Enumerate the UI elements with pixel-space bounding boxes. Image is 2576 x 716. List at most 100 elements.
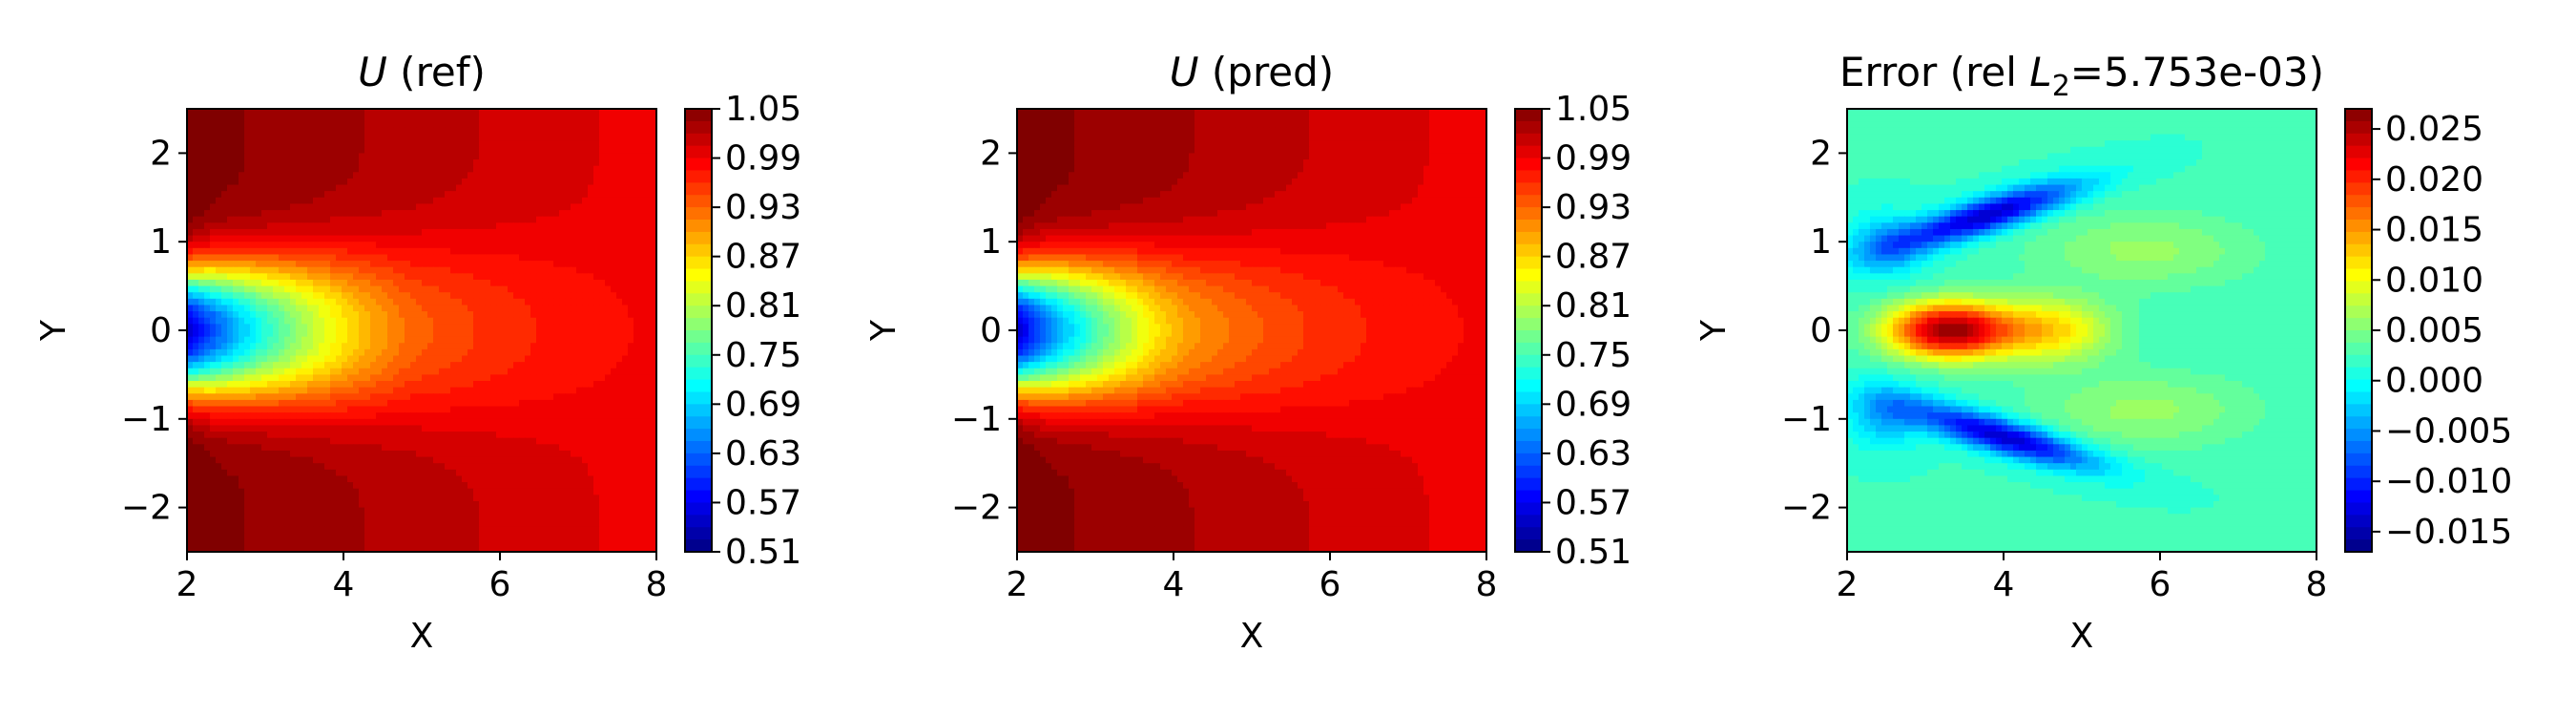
heatmap-cell [530, 247, 537, 256]
heatmap-cell [462, 165, 468, 173]
heatmap-cell [611, 184, 617, 192]
heatmap-cell [611, 437, 617, 445]
heatmap-cell [639, 336, 646, 344]
heatmap-cell [450, 381, 457, 389]
heatmap-cell [433, 482, 440, 490]
heatmap-cell [296, 393, 302, 401]
heatmap-cell [588, 247, 594, 256]
heatmap-cell [565, 261, 571, 268]
heatmap-cell [267, 418, 274, 427]
heatmap-cell [473, 456, 480, 464]
heatmap-cell [227, 210, 234, 218]
heatmap-cell [513, 159, 520, 167]
heatmap-cell [513, 146, 520, 154]
heatmap-cell [244, 488, 251, 495]
heatmap-cell [324, 317, 331, 325]
heatmap-cell [210, 488, 217, 495]
heatmap-cell [319, 393, 325, 401]
heatmap-cell [639, 425, 646, 432]
heatmap-cell [422, 418, 428, 427]
heatmap-cell [634, 210, 640, 218]
heatmap-cell [513, 165, 520, 173]
heatmap-cell [359, 412, 365, 420]
heatmap-cell [502, 330, 509, 338]
heatmap-cell [353, 355, 360, 363]
heatmap-cell [313, 184, 320, 192]
heatmap-cell [439, 475, 446, 483]
heatmap-cell [479, 488, 486, 495]
heatmap-cell [416, 469, 423, 477]
heatmap-cell [410, 242, 417, 249]
heatmap-cell [347, 247, 354, 256]
heatmap-cell [508, 222, 514, 230]
heatmap-cell [559, 482, 566, 490]
heatmap-cell [639, 368, 646, 375]
heatmap-cell [336, 121, 343, 129]
heatmap-cell [548, 425, 554, 432]
heatmap-cell [342, 247, 348, 256]
heatmap-cell [261, 273, 268, 281]
heatmap-cell [301, 235, 308, 242]
heatmap-cell [576, 381, 583, 389]
heatmap-cell [279, 210, 285, 218]
heatmap-cell [576, 247, 583, 256]
heatmap-cell [261, 222, 268, 230]
heatmap-cell [416, 140, 423, 148]
heatmap-cell [387, 266, 394, 274]
heatmap-cell [456, 140, 463, 148]
heatmap-cell [639, 406, 646, 413]
heatmap-cell [284, 412, 291, 420]
heatmap-cell [382, 393, 388, 401]
heatmap-cell [599, 374, 606, 382]
heatmap-cell [342, 261, 348, 268]
heatmap-cell [634, 292, 640, 300]
heatmap-cell [313, 134, 320, 141]
heatmap-cell [193, 235, 199, 242]
heatmap-cell [525, 127, 531, 136]
heatmap-cell [273, 412, 280, 420]
heatmap-cell [427, 153, 434, 160]
heatmap-cell [187, 146, 194, 154]
heatmap-cell [261, 393, 268, 401]
heatmap-cell [233, 172, 239, 179]
heatmap-cell [445, 368, 451, 375]
heatmap-cell [359, 134, 365, 141]
heatmap-cell [244, 412, 251, 420]
heatmap-cell [445, 387, 451, 394]
heatmap-cell [301, 381, 308, 389]
heatmap-cell [233, 444, 239, 452]
heatmap-cell [210, 197, 217, 205]
heatmap-cell [193, 279, 199, 287]
heatmap-cell [330, 362, 337, 369]
heatmap-cell [347, 406, 354, 413]
heatmap-cell [239, 266, 245, 274]
heatmap-cell [244, 247, 251, 256]
heatmap-cell [239, 336, 245, 344]
heatmap-cell [651, 456, 657, 464]
heatmap-cell [513, 330, 520, 338]
heatmap-cell [233, 399, 239, 408]
heatmap-cell [571, 203, 577, 211]
heatmap-cell [347, 292, 354, 300]
heatmap-cell [187, 311, 194, 319]
heatmap-cell [250, 146, 257, 154]
heatmap-cell [490, 109, 497, 116]
heatmap-cell [416, 121, 423, 129]
heatmap-cell [244, 374, 251, 382]
heatmap-cell [479, 425, 486, 432]
heatmap-cell [307, 172, 314, 179]
heatmap-cell [611, 343, 617, 350]
heatmap-cell [611, 298, 617, 306]
heatmap-cell [616, 228, 623, 237]
heatmap-cell [542, 463, 549, 471]
heatmap-cell [267, 165, 274, 173]
heatmap-cell [502, 488, 509, 495]
heatmap-cell [342, 399, 348, 408]
heatmap-cell [639, 115, 646, 122]
heatmap-cell [473, 374, 480, 382]
heatmap-cell [256, 292, 262, 300]
heatmap-cell [611, 165, 617, 173]
heatmap-cell [301, 216, 308, 223]
heatmap-cell [376, 469, 383, 477]
heatmap-cell [239, 482, 245, 490]
